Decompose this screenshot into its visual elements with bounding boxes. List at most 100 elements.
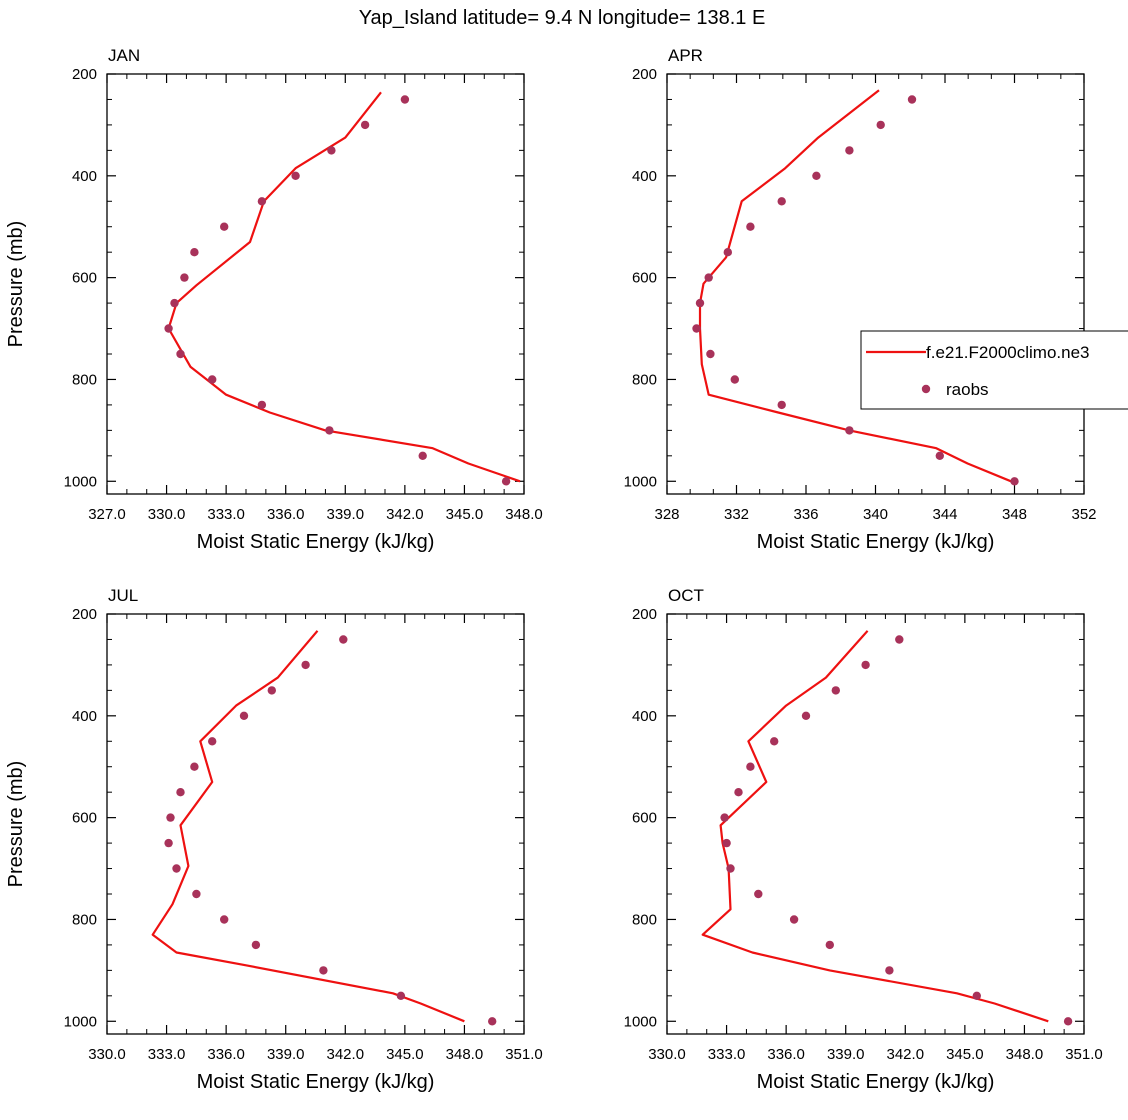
raobs-point <box>176 788 185 797</box>
raobs-point <box>180 273 189 282</box>
y-tick-label: 200 <box>72 66 97 83</box>
raobs-point <box>239 711 249 720</box>
y-tick-label: 600 <box>72 810 97 827</box>
raobs-point <box>801 711 811 720</box>
panel-title: JUL <box>108 586 138 605</box>
x-tick-label: 344 <box>932 506 957 523</box>
y-tick-label: 400 <box>72 708 97 725</box>
x-tick-label: 340 <box>863 506 888 523</box>
raobs-point <box>692 324 701 333</box>
raobs-point <box>418 451 427 460</box>
x-tick-label: 345.0 <box>946 1046 984 1063</box>
raobs-point <box>176 349 185 359</box>
raobs-point <box>190 762 199 771</box>
x-tick-label: 332 <box>724 506 749 523</box>
raobs-point <box>695 298 705 308</box>
raobs-point <box>831 686 840 695</box>
raobs-point <box>488 1017 497 1026</box>
x-tick-label: 345.0 <box>386 1046 424 1063</box>
raobs-point <box>845 146 854 155</box>
y-tick-label: 1000 <box>64 1013 97 1030</box>
y-tick-label: 800 <box>72 911 97 928</box>
plot-frame <box>106 613 525 1035</box>
raobs-point <box>339 635 348 644</box>
x-tick-label: 327.0 <box>88 506 126 523</box>
raobs-point <box>935 451 944 460</box>
y-tick-label: 200 <box>632 606 657 623</box>
x-tick-label: 336.0 <box>207 1046 245 1063</box>
raobs-point <box>164 838 173 848</box>
raobs-point <box>895 635 904 644</box>
panel-title: OCT <box>668 586 704 605</box>
x-tick-label: 339.0 <box>327 506 365 523</box>
x-axis-title: Moist Static Energy (kJ/kg) <box>197 1071 435 1093</box>
model-line <box>698 89 1012 483</box>
model-line <box>167 91 521 483</box>
plot-frame <box>666 613 1085 1035</box>
x-tick-label: 330.0 <box>88 1046 126 1063</box>
y-tick-label: 200 <box>632 66 657 83</box>
x-tick-label: 342.0 <box>327 1046 365 1063</box>
y-axis-title: Pressure (mb) <box>5 761 27 888</box>
raobs-point <box>730 375 739 384</box>
y-tick-label: 600 <box>632 810 657 827</box>
legend-marker-swatch <box>921 384 931 394</box>
raobs-point <box>267 686 276 695</box>
raobs-point <box>208 375 217 384</box>
panel-title: JAN <box>108 46 140 65</box>
y-tick-label: 1000 <box>624 1013 657 1030</box>
x-axis-title: Moist Static Energy (kJ/kg) <box>197 531 435 553</box>
x-tick-label: 348.0 <box>505 506 543 523</box>
raobs-point <box>770 737 779 746</box>
raobs-point <box>170 298 179 308</box>
raobs-point <box>251 940 261 950</box>
raobs-point <box>722 838 731 848</box>
raobs-point <box>861 660 870 670</box>
legend-box <box>860 330 1128 410</box>
raobs-point <box>360 120 370 130</box>
raobs-point <box>220 915 229 924</box>
x-tick-label: 351.0 <box>505 1046 543 1063</box>
raobs-point <box>812 171 821 180</box>
raobs-point <box>734 788 743 797</box>
x-axis-title: Moist Static Energy (kJ/kg) <box>757 531 995 553</box>
raobs-point <box>720 813 729 822</box>
plot-frame <box>666 73 1085 495</box>
x-tick-label: 339.0 <box>827 1046 865 1063</box>
raobs-point <box>220 222 229 231</box>
x-tick-label: 336.0 <box>267 506 305 523</box>
y-tick-label: 600 <box>632 270 657 287</box>
legend: f.e21.F2000climo.ne3 raobs <box>860 330 1128 410</box>
x-tick-label: 352 <box>1071 506 1096 523</box>
x-tick-label: 345.0 <box>446 506 484 523</box>
model-line <box>151 630 465 1023</box>
x-tick-label: 330.0 <box>148 506 186 523</box>
x-axis-title: Moist Static Energy (kJ/kg) <box>757 1071 995 1093</box>
raobs-point <box>789 915 799 924</box>
x-tick-label: 351.0 <box>1065 1046 1103 1063</box>
raobs-point <box>164 324 173 333</box>
legend-label-model: f.e21.F2000climo.ne3 <box>926 343 1090 362</box>
raobs-point <box>723 248 732 257</box>
x-tick-label: 348.0 <box>1006 1046 1044 1063</box>
y-tick-label: 1000 <box>64 473 97 490</box>
raobs-point <box>704 273 713 282</box>
y-tick-label: 400 <box>632 708 657 725</box>
y-tick-label: 400 <box>632 168 657 185</box>
x-tick-label: 348 <box>1002 506 1027 523</box>
raobs-point <box>1010 477 1019 486</box>
raobs-point <box>885 966 894 975</box>
raobs-point <box>1063 1017 1073 1026</box>
raobs-point <box>876 120 885 130</box>
raobs-point <box>972 991 981 1000</box>
raobs-point <box>777 400 786 410</box>
x-tick-label: 333.0 <box>708 1046 746 1063</box>
raobs-point <box>746 222 755 231</box>
x-tick-label: 336 <box>793 506 818 523</box>
raobs-point <box>907 95 917 104</box>
x-tick-label: 339.0 <box>267 1046 305 1063</box>
y-axis-title: Pressure (mb) <box>5 221 27 348</box>
raobs-point <box>325 426 334 435</box>
y-tick-label: 200 <box>72 606 97 623</box>
